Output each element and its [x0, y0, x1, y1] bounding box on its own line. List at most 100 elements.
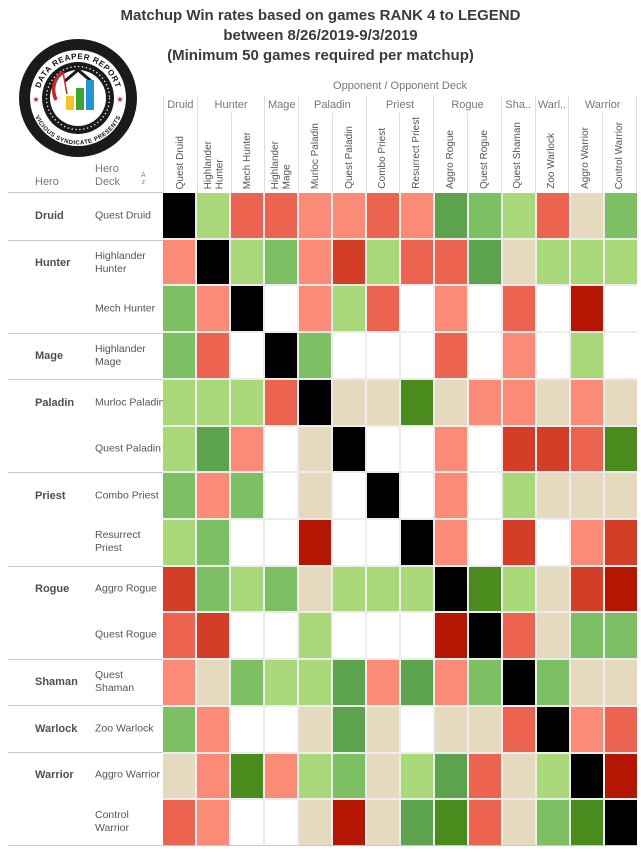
matchup-cell[interactable]	[163, 239, 195, 285]
matchup-cell[interactable]	[401, 239, 433, 285]
matchup-cell[interactable]	[435, 520, 467, 565]
matchup-cell[interactable]	[401, 800, 433, 845]
matchup-cell[interactable]	[231, 286, 263, 332]
col-header-highlander-hunter[interactable]: Highlander Hunter	[198, 113, 232, 193]
matchup-cell[interactable]	[265, 520, 297, 565]
matchup-cell[interactable]	[469, 800, 501, 845]
matchup-cell[interactable]	[299, 566, 331, 612]
matchup-cell[interactable]	[197, 333, 229, 378]
matchup-cell[interactable]	[299, 706, 331, 752]
matchup-cell[interactable]	[605, 473, 637, 518]
matchup-cell[interactable]	[503, 473, 535, 518]
matchup-cell[interactable]	[367, 193, 399, 238]
col-header-combo-priest[interactable]: Combo Priest	[367, 113, 401, 193]
matchup-cell[interactable]	[299, 379, 331, 425]
matchup-cell[interactable]	[231, 239, 263, 285]
matchup-cell[interactable]	[571, 379, 603, 425]
matchup-cell[interactable]	[299, 333, 331, 378]
matchup-cell[interactable]	[503, 286, 535, 332]
row-label-highlander-mage[interactable]: Mage Highlander Mage	[0, 332, 163, 380]
matchup-cell[interactable]	[231, 379, 263, 425]
matchup-cell[interactable]	[197, 660, 229, 705]
matchup-cell[interactable]	[367, 613, 399, 659]
matchup-cell[interactable]	[469, 706, 501, 752]
col-header-highlander-mage[interactable]: Highlander Mage	[265, 113, 300, 193]
matchup-cell[interactable]	[605, 706, 637, 752]
matchup-cell[interactable]	[299, 613, 331, 659]
sort-icon[interactable]: A z	[141, 172, 146, 186]
matchup-cell[interactable]	[401, 566, 433, 612]
matchup-cell[interactable]	[401, 426, 433, 472]
matchup-cell[interactable]	[605, 426, 637, 472]
matchup-cell[interactable]	[537, 706, 569, 752]
col-group-priest[interactable]: Priest	[367, 96, 435, 113]
matchup-cell[interactable]	[333, 660, 365, 705]
matchup-cell[interactable]	[469, 660, 501, 705]
col-group-paladin[interactable]: Paladin	[299, 96, 367, 113]
matchup-cell[interactable]	[605, 753, 637, 799]
matchup-cell[interactable]	[265, 566, 297, 612]
matchup-cell[interactable]	[435, 800, 467, 845]
row-label-zoo-warlock[interactable]: Warlock Zoo Warlock	[0, 705, 163, 752]
matchup-cell[interactable]	[367, 706, 399, 752]
matchup-cell[interactable]	[265, 333, 297, 378]
matchup-cell[interactable]	[299, 800, 331, 845]
matchup-cell[interactable]	[503, 239, 535, 285]
matchup-cell[interactable]	[537, 566, 569, 612]
matchup-cell[interactable]	[333, 753, 365, 799]
matchup-cell[interactable]	[367, 753, 399, 799]
matchup-cell[interactable]	[367, 239, 399, 285]
matchup-cell[interactable]	[197, 753, 229, 799]
matchup-cell[interactable]	[571, 566, 603, 612]
matchup-cell[interactable]	[401, 193, 433, 238]
matchup-cell[interactable]	[435, 473, 467, 518]
matchup-cell[interactable]	[333, 520, 365, 565]
matchup-cell[interactable]	[333, 239, 365, 285]
matchup-cell[interactable]	[605, 239, 637, 285]
matchup-cell[interactable]	[503, 800, 535, 845]
matchup-cell[interactable]	[503, 613, 535, 659]
matchup-cell[interactable]	[197, 613, 229, 659]
matchup-cell[interactable]	[537, 660, 569, 705]
matchup-cell[interactable]	[401, 520, 433, 565]
col-header-aggro-warrior[interactable]: Aggro Warrior	[569, 113, 604, 193]
matchup-cell[interactable]	[299, 239, 331, 285]
matchup-cell[interactable]	[469, 566, 501, 612]
matchup-cell[interactable]	[299, 193, 331, 238]
row-label-murloc-paladin[interactable]: Paladin Murloc Paladin	[0, 379, 164, 426]
matchup-cell[interactable]	[401, 660, 433, 705]
matchup-cell[interactable]	[333, 193, 365, 238]
matchup-cell[interactable]	[401, 333, 433, 378]
matchup-cell[interactable]	[197, 520, 229, 565]
row-label-quest-rogue[interactable]: Quest Rogue	[0, 612, 163, 659]
matchup-cell[interactable]	[333, 379, 365, 425]
row-label-resurrect-priest[interactable]: Resurrect Priest	[0, 519, 163, 566]
matchup-cell[interactable]	[571, 800, 603, 845]
matchup-cell[interactable]	[265, 379, 297, 425]
matchup-cell[interactable]	[537, 520, 569, 565]
row-label-aggro-rogue[interactable]: Rogue Aggro Rogue	[0, 565, 163, 613]
matchup-cell[interactable]	[333, 426, 365, 472]
matchup-cell[interactable]	[503, 333, 535, 378]
matchup-cell[interactable]	[537, 239, 569, 285]
matchup-cell[interactable]	[605, 800, 637, 845]
matchup-cell[interactable]	[435, 613, 467, 659]
row-label-aggro-warrior[interactable]: Warrior Aggro Warrior	[0, 751, 163, 799]
matchup-cell[interactable]	[605, 520, 637, 565]
matchup-cell[interactable]	[367, 566, 399, 612]
matchup-cell[interactable]	[571, 753, 603, 799]
matchup-cell[interactable]	[367, 660, 399, 705]
matchup-cell[interactable]	[503, 566, 535, 612]
matchup-cell[interactable]	[537, 613, 569, 659]
matchup-cell[interactable]	[571, 333, 603, 378]
matchup-cell[interactable]	[197, 193, 229, 238]
matchup-cell[interactable]	[503, 706, 535, 752]
col-header-quest-shaman[interactable]: Quest Shaman	[502, 113, 536, 193]
matchup-cell[interactable]	[571, 239, 603, 285]
matchup-cell[interactable]	[231, 426, 263, 472]
col-header-quest-druid[interactable]: Quest Druid	[164, 113, 198, 193]
matchup-cell[interactable]	[265, 426, 297, 472]
matchup-cell[interactable]	[197, 566, 229, 612]
matchup-cell[interactable]	[163, 333, 195, 378]
matchup-cell[interactable]	[231, 193, 263, 238]
